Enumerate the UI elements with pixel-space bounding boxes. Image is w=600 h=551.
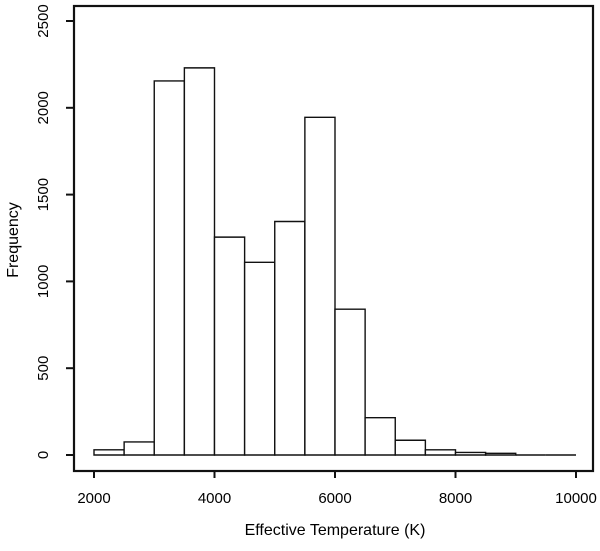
x-tick-label: 10000 (555, 490, 597, 507)
y-tick-label: 0 (35, 451, 52, 459)
histogram-bar (153, 80, 186, 456)
y-tick-label: 2500 (35, 4, 52, 37)
histogram-bar (243, 261, 276, 456)
y-tick-label: 1000 (35, 265, 52, 298)
x-axis-label: Effective Temperature (K) (244, 522, 426, 539)
histogram-bar (454, 451, 487, 456)
histogram-bar (183, 67, 216, 456)
x-tick-label: 2000 (77, 490, 110, 507)
y-tick-label: 500 (35, 356, 52, 381)
x-tick-label: 4000 (198, 490, 231, 507)
x-tick-label: 8000 (439, 490, 472, 507)
histogram-bar (304, 116, 336, 456)
y-tick-label: 2000 (35, 91, 52, 124)
histogram-bar (123, 441, 155, 456)
histogram-bar (334, 308, 366, 456)
histogram-bar (424, 449, 457, 456)
histogram-bar (274, 220, 306, 456)
x-tick-label: 6000 (318, 490, 351, 507)
histogram-bar (213, 236, 246, 456)
y-axis-label: Frequency (5, 202, 22, 278)
histogram-bar (93, 449, 125, 456)
y-tick-label: 1500 (35, 178, 52, 211)
histogram-bar (484, 452, 517, 456)
histogram-bar (394, 439, 427, 456)
histogram-bar (364, 416, 396, 456)
plot-border (72, 4, 595, 473)
